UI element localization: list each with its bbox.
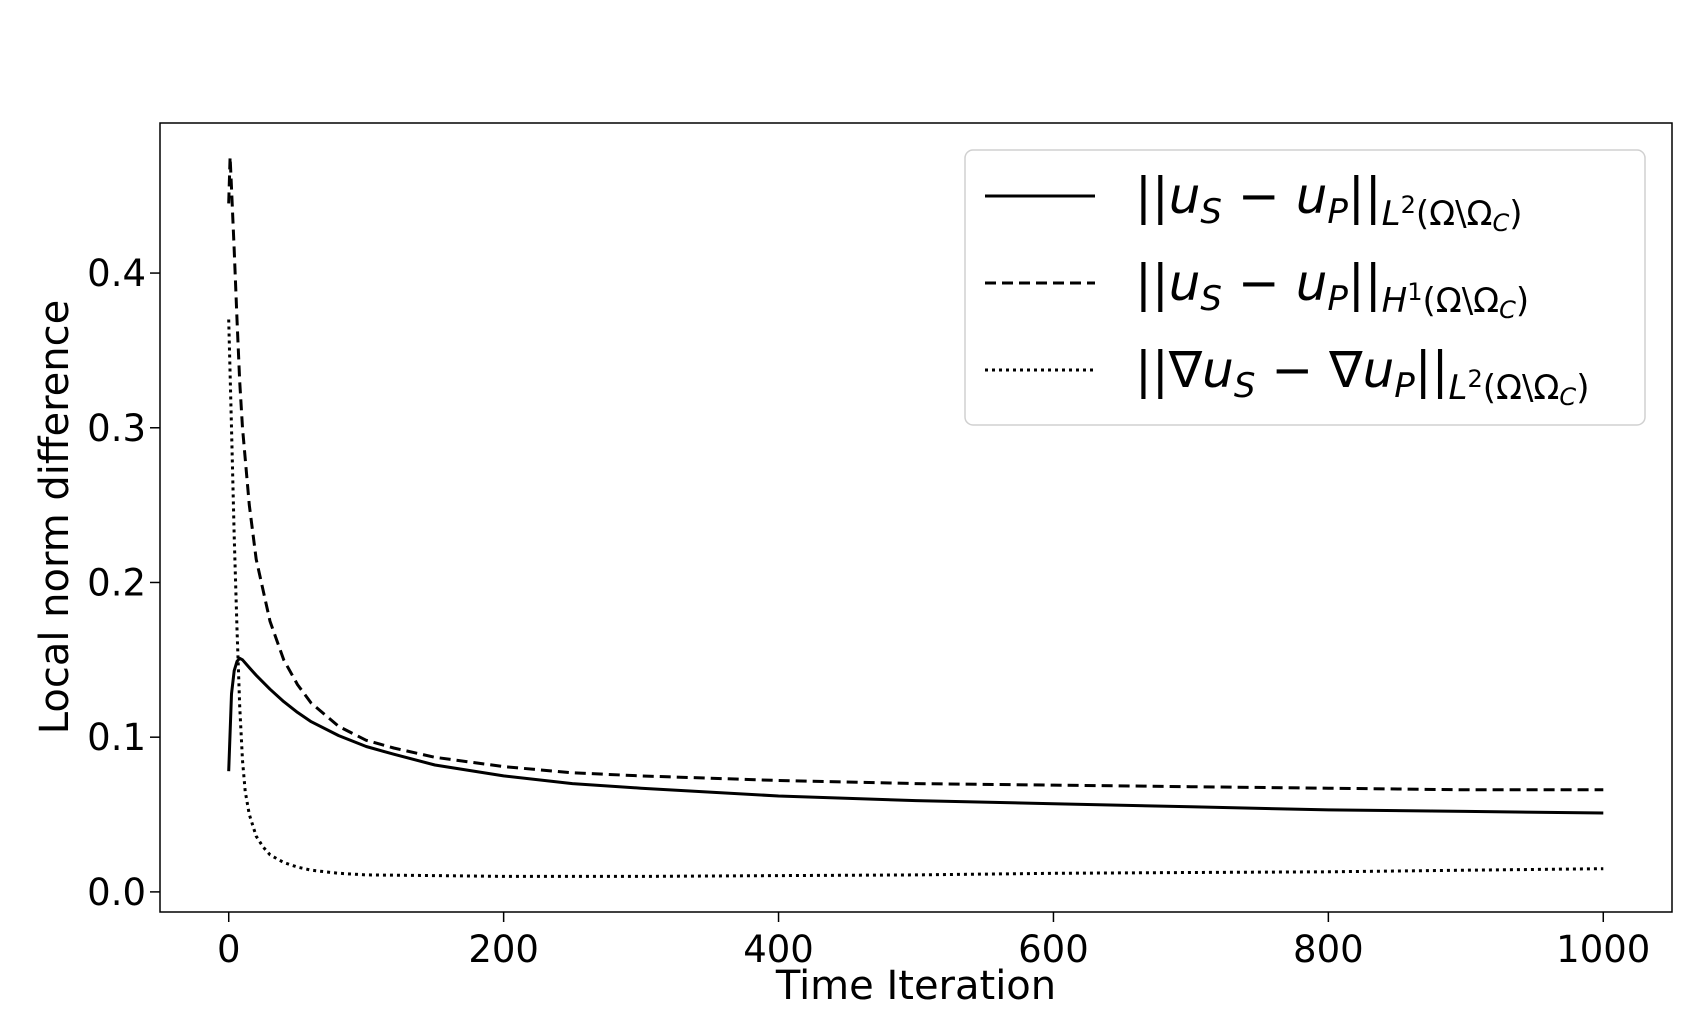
legend-entry-l2-norm: ||uS − uP||L2(Ω\ΩC) (1135, 167, 1523, 237)
y-tick-label: 0.0 (87, 871, 146, 914)
x-tick-label: 400 (743, 928, 814, 971)
series-line-h1-norm (227, 155, 1604, 792)
y-tick-label: 0.3 (87, 407, 146, 450)
x-tick-label: 0 (217, 928, 241, 971)
y-tick-label: 0.4 (87, 252, 146, 295)
x-tick-label: 200 (468, 928, 539, 971)
x-tick-label: 800 (1293, 928, 1364, 971)
legend-entry-h1-norm: ||uS − uP||H1(Ω\ΩC) (1135, 254, 1529, 324)
x-tick-label: 1000 (1556, 928, 1650, 971)
y-axis-label: Local norm difference (32, 300, 78, 734)
plot-area (159, 122, 1673, 913)
x-tick-label: 600 (1018, 928, 1089, 971)
y-tick-label: 0.1 (87, 716, 146, 759)
legend-entry-gradient-l2-norm: ||∇uS − ∇uP||L2(Ω\ΩC) (1135, 341, 1589, 411)
y-tick-label: 0.2 (87, 561, 146, 604)
legend: ||uS − uP||L2(Ω\ΩC) ||uS − uP||H1(Ω\ΩC) … (964, 149, 1646, 426)
axes-frame (159, 122, 1673, 913)
legend-box (964, 149, 1646, 426)
series-line-l2-norm (227, 656, 1604, 815)
x-axis: 0 200 400 600 800 1000 (217, 912, 1650, 971)
x-axis-label: Time Iteration (775, 963, 1056, 1009)
series-layer (227, 155, 1604, 878)
y-axis: 0.0 0.1 0.2 0.3 0.4 (87, 252, 160, 914)
